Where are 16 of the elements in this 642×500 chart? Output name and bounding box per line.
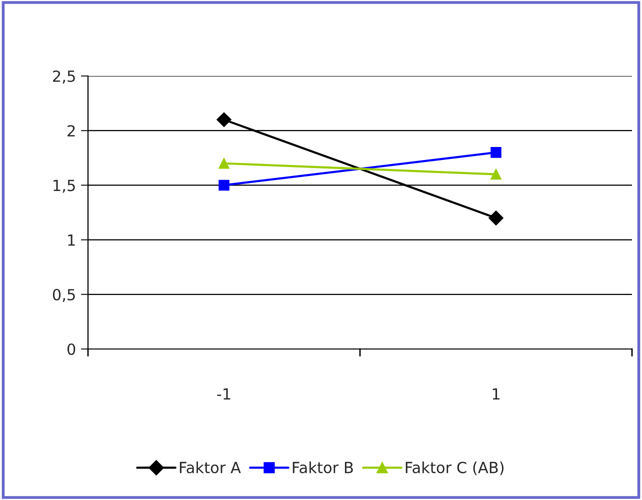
legend-label: Faktor B	[292, 461, 353, 474]
y-tick-label: 0	[67, 343, 76, 356]
point	[218, 158, 230, 169]
point	[218, 180, 230, 191]
y-tick-label: 1	[68, 234, 75, 246]
x-tick-label: -1	[217, 388, 230, 400]
point	[490, 168, 502, 180]
legend-label: Faktor C (AB)	[406, 461, 504, 476]
point	[488, 210, 504, 226]
legend-label: Faktor A	[180, 461, 241, 474]
y-tick-label: 2	[68, 125, 75, 136]
point	[216, 112, 232, 128]
point	[490, 147, 502, 158]
y-tick-label: 2,5	[53, 70, 75, 84]
y-tick-label: 0,5	[52, 288, 75, 302]
y-tick-label: 1,5	[54, 180, 75, 193]
